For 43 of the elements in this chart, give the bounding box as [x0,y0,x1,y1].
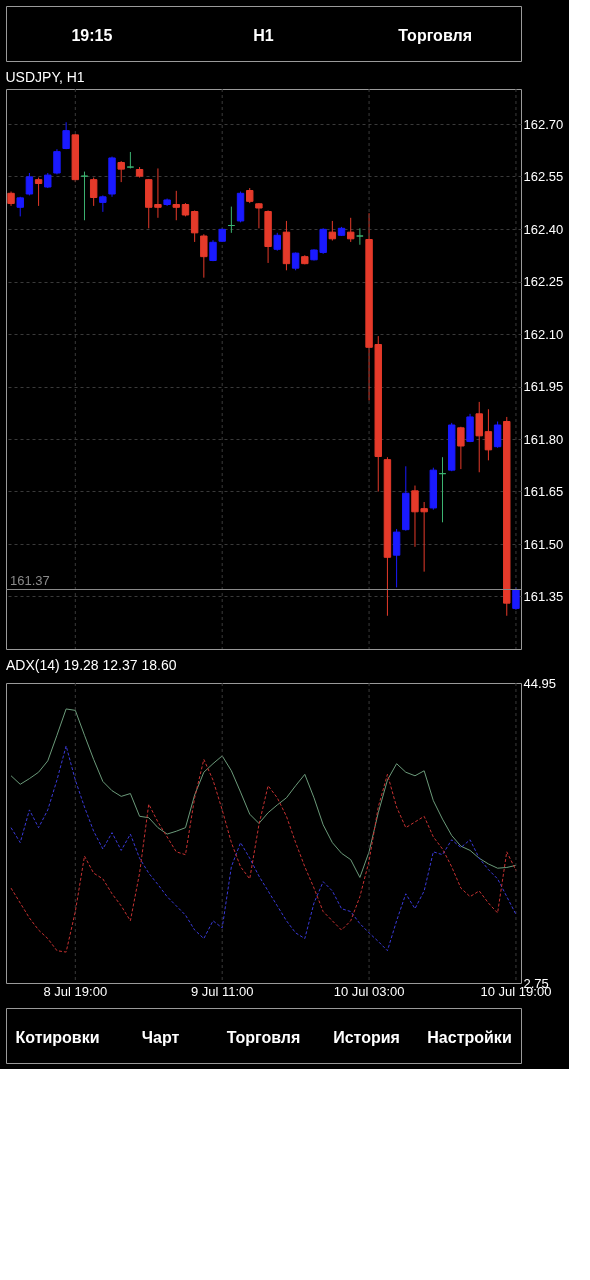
candlestick [392,528,401,588]
candlestick [493,421,502,449]
y-tick-label: 44.95 [523,675,557,691]
text: История [333,1029,400,1046]
y-tick-label: 162.10 [523,326,564,342]
x-tick-label: 10 Jul 03:00 [333,983,405,999]
y-tick-label: 162.25 [523,274,564,289]
text: Торговля [226,1029,301,1046]
text: Торговля [398,27,472,44]
candlestick [53,148,61,175]
candlestick [200,233,208,279]
candlestick [328,220,337,242]
candlestick [117,160,125,183]
candlestick [356,227,364,246]
y-tick-label: 162.55 [523,169,564,184]
text: 19:15 [71,27,113,44]
chart-title: ADX(14) 19.28 12.37 18.60 [6,657,177,673]
candlestick [347,217,355,243]
candlestick [484,408,493,461]
candlestick [172,190,180,221]
text: Настройки [427,1029,512,1046]
y-tick-label: 162.40 [523,221,564,237]
candlestick [475,401,483,473]
x-tick-label: 8 Jul 19:00 [43,983,108,999]
candlestick [457,426,465,470]
text: Чарт [141,1029,180,1046]
chart-title: USDJPY, H1 [5,68,85,85]
y-tick-label: 162.70 [523,116,564,132]
text: Котировки [15,1029,100,1046]
candlestick [89,177,98,207]
ref-line-label: 161.37 [10,572,50,588]
line-series [10,708,517,878]
x-tick-label: 9 Jul 11:00 [190,983,254,999]
y-tick-label: 161.35 [523,589,564,604]
y-tick-label: 161.65 [523,484,564,499]
candlestick [34,177,43,207]
y-tick-label: 161.95 [523,379,564,394]
y-tick-label: 161.80 [523,431,564,447]
text: H1 [253,27,274,44]
candlestick [255,202,263,229]
candlestick [190,209,199,243]
y-tick-label: 161.50 [523,536,564,552]
candlestick [62,121,70,150]
